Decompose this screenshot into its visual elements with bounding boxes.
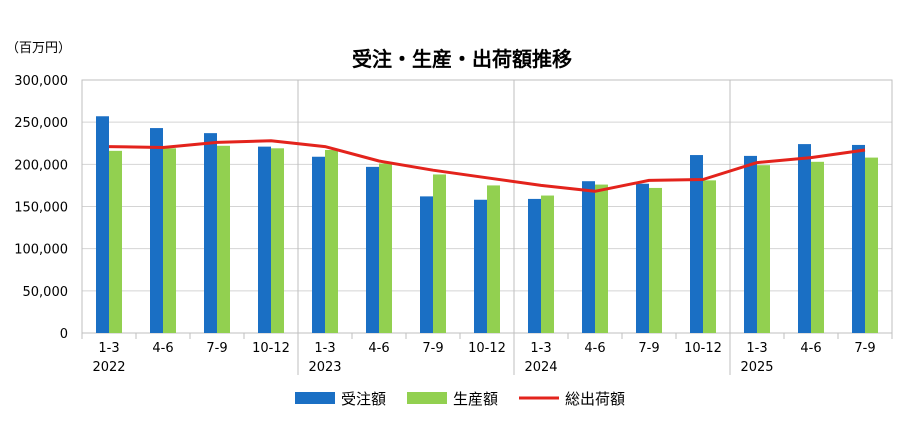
bar-order [420,196,433,333]
axes: 0 50,000 100,000 150,000 200,000 250,000 300,0… [14,74,893,375]
bar-order [258,146,271,333]
bar-order [96,116,109,333]
bar-order [204,133,217,333]
bar-production [595,184,608,333]
legend-swatch [295,392,335,404]
bar-order [744,155,757,333]
bar-production [649,187,662,333]
bar-order [798,144,811,333]
bar-production [217,145,230,333]
line-total-shipment [108,139,866,193]
y-tick-label: 0 [60,327,68,342]
x-tick-label: 7-9 [638,341,659,356]
legend: 受注額 生産額 総出荷額 [295,390,625,408]
x-tick-label: 7-9 [206,341,227,356]
bar-production [325,149,338,333]
legend-label: 受注額 [341,390,386,408]
legend-label: 総出荷額 [565,390,625,408]
bar-order [474,199,487,333]
y-tick-label: 200,000 [14,158,68,173]
year-label: 2024 [524,360,557,375]
bar-production [541,195,554,333]
bar-production [109,150,122,333]
x-tick-label: 7-9 [422,341,443,356]
x-tick-label: 4-6 [584,341,605,356]
year-label: 2022 [92,360,125,375]
legend-label: 生産額 [453,390,498,408]
x-tick-label: 4-6 [368,341,389,356]
bar-order [852,144,865,333]
year-label: 2023 [308,360,341,375]
bar-production [811,161,824,333]
bar-production [379,163,392,333]
bar-production [487,185,500,333]
bar-order [366,166,379,333]
x-tick-label: 1-3 [746,341,767,356]
bars [96,116,878,333]
year-label: 2025 [740,360,773,375]
bar-production [703,180,716,333]
legend-swatch [407,392,447,404]
x-tick-label: 10-12 [468,341,506,356]
x-tick-label: 10-12 [252,341,290,356]
bar-production [865,157,878,333]
bar-order [150,128,163,333]
bar-order [690,155,703,333]
x-tick-label: 4-6 [152,341,173,356]
y-unit-label: （百万円） [6,41,71,56]
y-tick-label: 250,000 [14,116,68,131]
bar-production [433,174,446,333]
bar-order [528,198,541,333]
chart-title: 受注・生産・出荷額推移 [352,47,572,71]
y-tick-label: 300,000 [14,74,68,89]
x-tick-label: 7-9 [854,341,875,356]
x-tick-label: 10-12 [684,341,722,356]
y-tick-label: 50,000 [23,285,69,300]
x-tick-label: 1-3 [530,341,551,356]
bar-production [757,165,770,333]
x-tick-label: 1-3 [314,341,335,356]
x-tick-label: 4-6 [800,341,821,356]
bar-order [582,181,595,333]
bar-production [163,148,176,333]
bar-order [636,183,649,333]
y-tick-label: 150,000 [14,201,68,216]
bar-production [271,148,284,333]
bar-order [312,156,325,333]
line-series [108,139,866,193]
y-tick-label: 100,000 [14,243,68,258]
x-tick-label: 1-3 [98,341,119,356]
